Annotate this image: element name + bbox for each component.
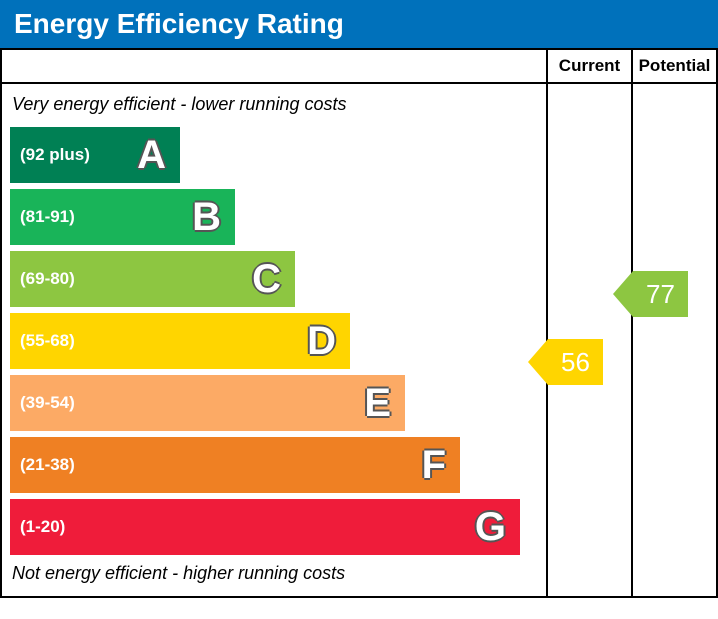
band-range-F: (21-38): [10, 455, 422, 475]
band-range-B: (81-91): [10, 207, 192, 227]
band-D: (55-68)D: [10, 313, 350, 369]
band-A: (92 plus)A: [10, 127, 180, 183]
content-row: Very energy efficient - lower running co…: [2, 84, 716, 596]
top-note: Very energy efficient - lower running co…: [2, 92, 546, 121]
current-pointer: 56: [528, 339, 603, 385]
bands-holder: (92 plus)A (81-91)B (69-80)C (55-68)D (39-54…: [2, 127, 546, 555]
epc-chart: Energy Efficiency Rating Current Potenti…: [0, 0, 718, 619]
header-spacer: [2, 50, 546, 82]
potential-pointer: 77: [613, 271, 688, 317]
current-pointer-value: 56: [548, 339, 603, 385]
band-letter-D: D: [307, 319, 350, 364]
band-range-G: (1-20): [10, 517, 475, 537]
header-current: Current: [546, 50, 631, 82]
potential-pointer-value: 77: [633, 271, 688, 317]
band-letter-C: C: [252, 257, 295, 302]
bottom-note: Not energy efficient - higher running co…: [2, 561, 546, 590]
band-letter-B: B: [192, 195, 235, 240]
band-range-C: (69-80): [10, 269, 252, 289]
chart-title: Energy Efficiency Rating: [14, 8, 344, 39]
band-range-A: (92 plus): [10, 145, 137, 165]
band-range-E: (39-54): [10, 393, 364, 413]
potential-pointer-arrow-icon: [613, 271, 633, 317]
current-pointer-arrow-icon: [528, 339, 548, 385]
title-bar: Energy Efficiency Rating: [0, 0, 718, 48]
band-letter-E: E: [364, 381, 405, 426]
band-E: (39-54)E: [10, 375, 405, 431]
header-row: Current Potential: [2, 48, 716, 84]
bars-area: Very energy efficient - lower running co…: [2, 84, 546, 596]
band-letter-G: G: [475, 505, 520, 550]
band-B: (81-91)B: [10, 189, 235, 245]
current-column: 56: [546, 84, 631, 596]
band-C: (69-80)C: [10, 251, 295, 307]
band-range-D: (55-68): [10, 331, 307, 351]
band-letter-A: A: [137, 133, 180, 178]
band-F: (21-38)F: [10, 437, 460, 493]
band-letter-F: F: [422, 443, 460, 488]
band-G: (1-20)G: [10, 499, 520, 555]
header-potential: Potential: [631, 50, 716, 82]
chart-body: Current Potential Very energy efficient …: [0, 48, 718, 598]
potential-column: 77: [631, 84, 716, 596]
